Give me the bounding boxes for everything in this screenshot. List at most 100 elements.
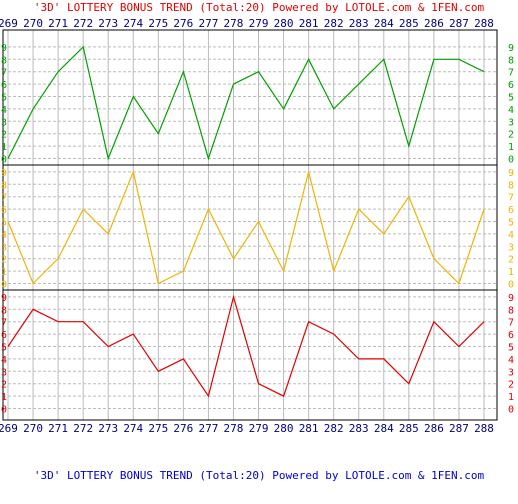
x-tick-label-bottom: 281 <box>299 422 319 435</box>
y-tick-label-left: 3 <box>1 117 7 128</box>
y-tick-label-right: 7 <box>508 318 514 329</box>
frame-layer <box>2 29 498 421</box>
chart-title-bottom: '3D' LOTTERY BONUS TREND (Total:20) Powe… <box>34 469 485 482</box>
x-tick-label-bottom: 271 <box>48 422 68 435</box>
y-tick-label-left: 4 <box>1 105 7 116</box>
x-tick-label-top: 285 <box>399 17 419 30</box>
y-tick-label-left: 0 <box>1 405 7 416</box>
y-tick-label-right: 7 <box>508 193 514 204</box>
y-tick-label-left: 9 <box>1 43 7 54</box>
x-tick-label-bottom: 287 <box>449 422 469 435</box>
y-tick-label-left: 9 <box>1 168 7 179</box>
x-tick-label-top: 270 <box>23 17 43 30</box>
y-tick-label-right: 8 <box>508 55 514 66</box>
x-tick-label-top: 274 <box>123 17 143 30</box>
x-tick-label-bottom: 279 <box>249 422 269 435</box>
x-tick-label-bottom: 269 <box>0 422 18 435</box>
x-tick-label-top: 272 <box>73 17 93 30</box>
x-tick-label-top: 269 <box>0 17 18 30</box>
y-tick-label-right: 6 <box>508 205 514 216</box>
series-line-bottom <box>7 294 485 398</box>
y-tick-label-right: 4 <box>508 105 514 116</box>
y-tick-label-left: 7 <box>1 193 7 204</box>
x-tick-label-bottom: 270 <box>23 422 43 435</box>
y-tick-label-left: 8 <box>1 55 7 66</box>
x-tick-label-top: 273 <box>98 17 118 30</box>
y-tick-label-right: 3 <box>508 367 514 378</box>
x-tick-label-bottom: 283 <box>349 422 369 435</box>
y-tick-label-left: 3 <box>1 242 7 253</box>
x-tick-label-bottom: 280 <box>274 422 294 435</box>
y-tick-label-left: 6 <box>1 80 7 91</box>
x-tick-label-bottom: 285 <box>399 422 419 435</box>
x-tick-label-top: 276 <box>173 17 193 30</box>
y-tick-label-left: 5 <box>1 218 7 229</box>
y-tick-label-left: 5 <box>1 343 7 354</box>
y-tick-label-left: 6 <box>1 330 7 341</box>
y-tick-label-left: 2 <box>1 380 7 391</box>
y-tick-label-right: 2 <box>508 255 514 266</box>
x-tick-label-bottom: 275 <box>148 422 168 435</box>
x-tick-label-bottom: 273 <box>98 422 118 435</box>
x-tick-label-top: 286 <box>424 17 444 30</box>
y-tick-label-left: 2 <box>1 130 7 141</box>
y-tick-label-right: 2 <box>508 130 514 141</box>
y-tick-label-right: 8 <box>508 305 514 316</box>
x-tick-label-bottom: 277 <box>198 422 218 435</box>
y-tick-label-left: 4 <box>1 355 7 366</box>
x-tick-label-top: 281 <box>299 17 319 30</box>
x-tick-label-bottom: 274 <box>123 422 143 435</box>
plot-frame <box>2 29 498 421</box>
x-tick-label-bottom: 272 <box>73 422 93 435</box>
y-tick-label-left: 0 <box>1 155 7 166</box>
y-tick-label-right: 7 <box>508 68 514 79</box>
x-tick-label-bottom: 282 <box>324 422 344 435</box>
y-tick-label-right: 3 <box>508 117 514 128</box>
y-tick-label-right: 0 <box>508 280 514 291</box>
y-tick-label-right: 9 <box>508 168 514 179</box>
y-tick-label-right: 4 <box>508 230 514 241</box>
y-tick-label-right: 1 <box>508 392 514 403</box>
x-tick-labels: 2692692702702712712722722732732742742752… <box>0 17 494 435</box>
x-tick-label-top: 283 <box>349 17 369 30</box>
x-tick-label-bottom: 278 <box>224 422 244 435</box>
y-tick-label-right: 4 <box>508 355 514 366</box>
y-tick-label-right: 5 <box>508 218 514 229</box>
series-layer <box>7 45 485 398</box>
x-tick-label-top: 279 <box>249 17 269 30</box>
y-tick-label-left: 1 <box>1 142 7 153</box>
y-tick-label-right: 5 <box>508 93 514 104</box>
y-tick-label-right: 6 <box>508 80 514 91</box>
y-tick-label-left: 1 <box>1 392 7 403</box>
y-tick-label-left: 2 <box>1 255 7 266</box>
y-tick-label-left: 4 <box>1 230 7 241</box>
y-tick-label-right: 0 <box>508 155 514 166</box>
x-tick-label-bottom: 288 <box>474 422 494 435</box>
x-tick-label-top: 278 <box>224 17 244 30</box>
y-tick-label-right: 0 <box>508 405 514 416</box>
y-tick-label-left: 7 <box>1 68 7 79</box>
grid-layer <box>3 30 497 420</box>
y-tick-label-right: 6 <box>508 330 514 341</box>
y-tick-label-right: 9 <box>508 43 514 54</box>
x-tick-label-top: 271 <box>48 17 68 30</box>
y-tick-label-right: 1 <box>508 267 514 278</box>
x-tick-label-top: 282 <box>324 17 344 30</box>
y-tick-label-right: 5 <box>508 343 514 354</box>
series-line-middle <box>7 169 485 285</box>
x-tick-label-top: 275 <box>148 17 168 30</box>
x-tick-label-bottom: 284 <box>374 422 394 435</box>
x-tick-label-top: 280 <box>274 17 294 30</box>
y-tick-label-left: 7 <box>1 318 7 329</box>
y-tick-label-left: 8 <box>1 305 7 316</box>
y-tick-label-left: 5 <box>1 93 7 104</box>
x-tick-label-top: 284 <box>374 17 394 30</box>
series-line-top <box>7 45 485 161</box>
x-tick-label-bottom: 276 <box>173 422 193 435</box>
y-tick-label-left: 3 <box>1 367 7 378</box>
y-tick-label-right: 3 <box>508 242 514 253</box>
x-tick-label-top: 277 <box>198 17 218 30</box>
y-tick-label-right: 9 <box>508 293 514 304</box>
